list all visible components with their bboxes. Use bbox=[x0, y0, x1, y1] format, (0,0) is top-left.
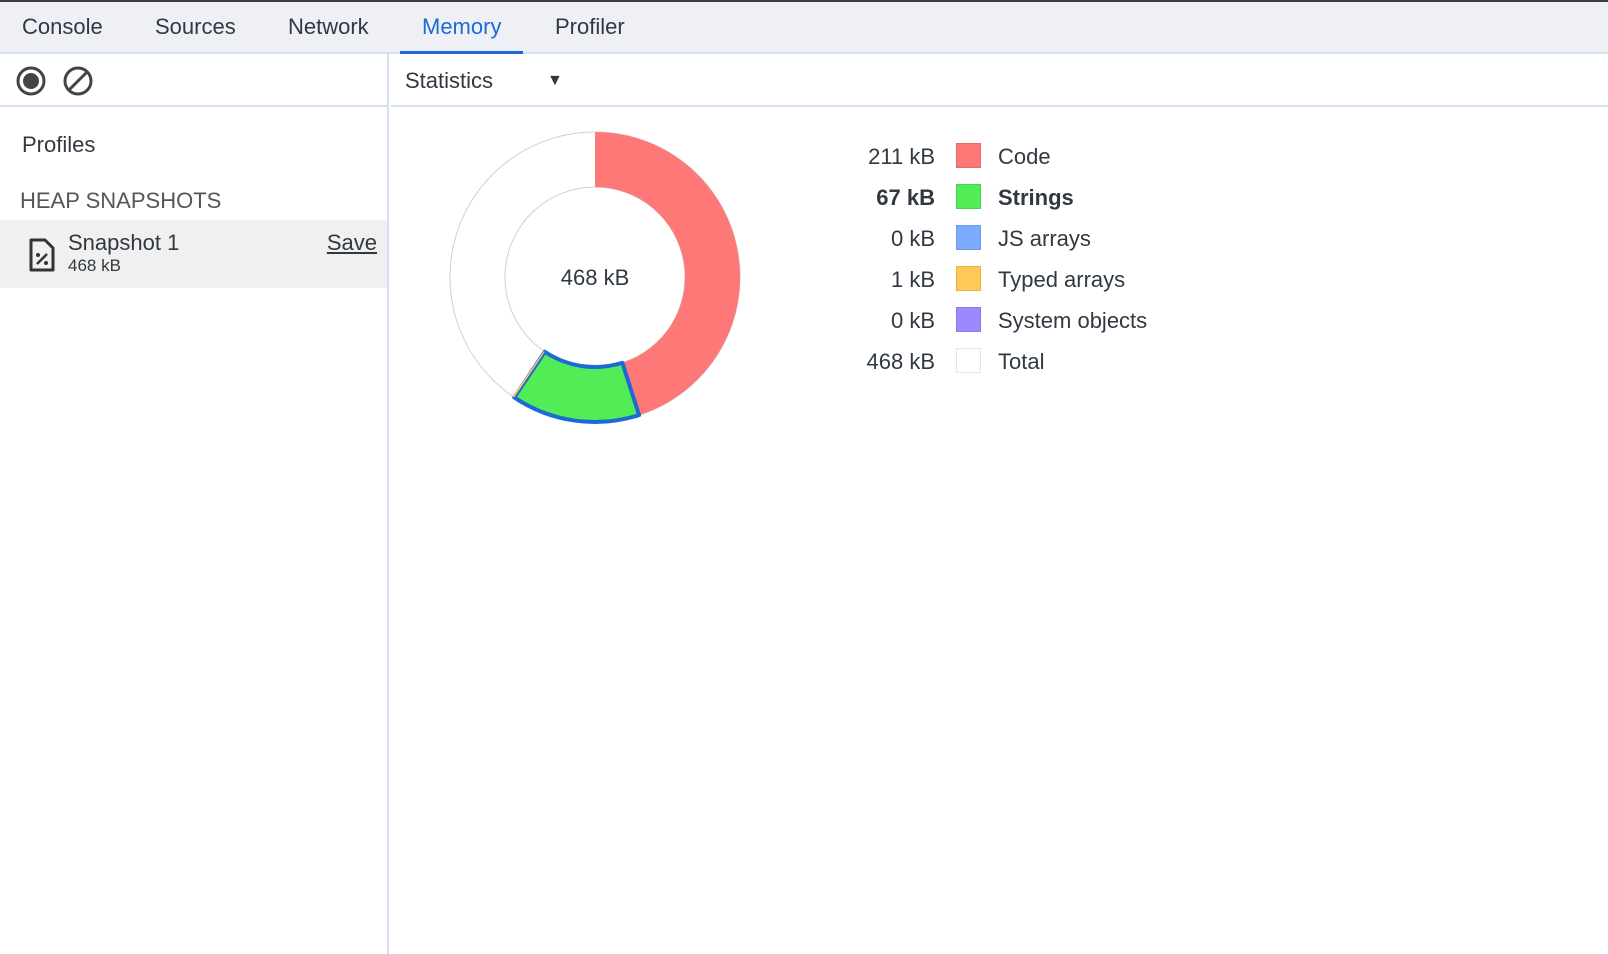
view-select-value: Statistics bbox=[405, 68, 494, 93]
legend-label: Strings bbox=[998, 185, 1074, 210]
legend-swatch bbox=[956, 348, 981, 373]
legend-swatch bbox=[956, 143, 981, 168]
snapshot-size: 468 kB bbox=[68, 256, 121, 275]
legend-value: 211 kB bbox=[868, 144, 935, 169]
legend-row-js-arrays[interactable]: 0 kB JS arrays bbox=[840, 220, 1240, 260]
legend-row-typed-arrays[interactable]: 1 kB Typed arrays bbox=[840, 261, 1240, 301]
donut-slice-typed-arrays[interactable] bbox=[512, 351, 545, 398]
legend-label: Code bbox=[998, 144, 1051, 169]
legend-swatch bbox=[956, 307, 981, 332]
tab-profiler[interactable]: Profiler bbox=[555, 14, 625, 39]
legend-swatch bbox=[956, 266, 981, 291]
dropdown-arrow-icon: ▼ bbox=[547, 72, 563, 89]
tab-console[interactable]: Console bbox=[22, 14, 103, 39]
main-toolbar: Statistics ▼ bbox=[391, 54, 1608, 107]
statistics-donut-chart: 468 kB bbox=[449, 131, 741, 424]
heap-snapshots-section-title: HEAP SNAPSHOTS bbox=[20, 188, 222, 213]
profiles-sidebar: Profiles HEAP SNAPSHOTS Snapshot 1 468 k… bbox=[0, 54, 389, 954]
legend-label: System objects bbox=[998, 308, 1148, 333]
legend-row-code[interactable]: 211 kB Code bbox=[840, 138, 1240, 178]
devtools-tab-bar: Console Sources Network Memory Profiler bbox=[0, 2, 1608, 54]
snapshot-name: Snapshot 1 bbox=[68, 230, 180, 255]
legend-swatch bbox=[956, 184, 981, 209]
donut-slice-strings[interactable] bbox=[512, 349, 642, 424]
legend-swatch bbox=[956, 225, 981, 250]
save-snapshot-link[interactable]: Save bbox=[326, 230, 377, 255]
window-top-border bbox=[0, 0, 1608, 2]
legend-row-system-objects[interactable]: 0 kB System objects bbox=[840, 302, 1240, 342]
legend-value: 468 kB bbox=[866, 349, 936, 374]
legend-value: 1 kB bbox=[890, 267, 935, 292]
clear-icon[interactable] bbox=[62, 65, 94, 97]
legend-label: Total bbox=[998, 349, 1045, 374]
view-select[interactable]: Statistics ▼ bbox=[405, 54, 575, 107]
record-icon[interactable] bbox=[15, 65, 47, 97]
legend-label: JS arrays bbox=[998, 226, 1091, 251]
sidebar-toolbar bbox=[0, 54, 387, 107]
legend-row-strings[interactable]: 67 kB Strings bbox=[840, 179, 1240, 219]
legend-label: Typed arrays bbox=[998, 267, 1126, 292]
legend-value: 0 kB bbox=[890, 308, 935, 333]
donut-slice-code[interactable] bbox=[595, 132, 741, 416]
tab-memory[interactable]: Memory bbox=[400, 2, 524, 54]
tab-network[interactable]: Network bbox=[288, 14, 369, 39]
heap-snapshot-file-icon bbox=[29, 238, 55, 272]
snapshot-list-item[interactable]: Snapshot 1 468 kB Save bbox=[0, 220, 387, 288]
legend-value: 67 kB bbox=[876, 185, 935, 210]
legend-value: 0 kB bbox=[890, 226, 935, 251]
legend-row-total[interactable]: 468 kB Total bbox=[840, 343, 1240, 383]
profiles-heading: Profiles bbox=[22, 132, 96, 157]
tab-sources[interactable]: Sources bbox=[155, 14, 236, 39]
donut-center-total: 468 kB bbox=[561, 265, 630, 290]
